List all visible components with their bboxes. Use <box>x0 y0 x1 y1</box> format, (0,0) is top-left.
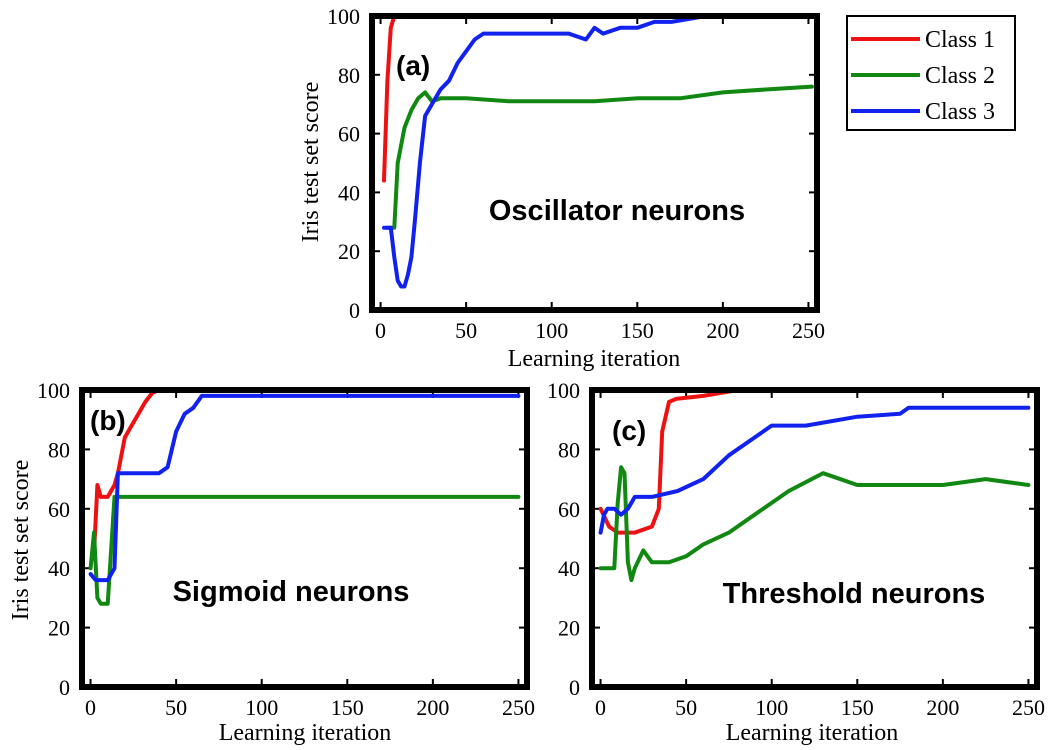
panel-b-y-tick-label: 80 <box>48 437 70 462</box>
panel-c-y-tick-label: 40 <box>558 556 580 581</box>
panel-a-x-tick-label: 250 <box>792 318 825 343</box>
panel-c-x-tick-label: 250 <box>1012 695 1045 720</box>
panel-c-x-tick-label: 150 <box>841 695 874 720</box>
panel-a-series-class-3 <box>382 14 814 289</box>
legend-label-class-1: Class 1 <box>925 27 995 53</box>
panel-c-series-class-2 <box>598 465 1031 583</box>
panel-a-series-class-2 <box>385 84 814 230</box>
panel-c-frame <box>589 387 1040 690</box>
panel-c-x-tick-label: 0 <box>595 695 606 720</box>
panel-a-x-axis-label: Learning iteration <box>508 346 681 372</box>
panel-c-x-axis-label: Learning iteration <box>726 720 899 746</box>
panel-c-x-tick-label: 100 <box>755 695 788 720</box>
panel-b-frame <box>79 387 530 690</box>
panel-a-y-tick-label: 80 <box>338 63 360 88</box>
panel-a-x-tick-label: 0 <box>375 318 386 343</box>
panel-c-threshold: Learning iteration (c) Threshold neurons… <box>547 378 1045 746</box>
panel-c-series-class-1 <box>598 388 1031 535</box>
panel-c-y-tick-label: 0 <box>569 675 580 700</box>
legend-label-class-2: Class 2 <box>925 63 995 89</box>
panel-b-x-tick-label: 50 <box>165 695 187 720</box>
panel-b-tag: (b) <box>90 405 126 436</box>
panel-a-x-tick-label: 200 <box>706 318 739 343</box>
panel-a-title: Oscillator neurons <box>489 195 745 227</box>
panel-b-y-axis-label: Iris test set score <box>8 460 34 621</box>
panel-c-y-tick-label: 100 <box>547 378 580 403</box>
panel-b-title: Sigmoid neurons <box>173 576 410 608</box>
panel-a-oscillator: Iris test set score Learning iteration (… <box>298 4 825 372</box>
panel-b-series-class-3 <box>88 393 521 583</box>
legend-label-class-3: Class 3 <box>925 99 995 125</box>
panel-b-x-tick-label: 250 <box>502 695 535 720</box>
panel-b-x-tick-label: 150 <box>331 695 364 720</box>
panel-b-x-tick-label: 100 <box>245 695 278 720</box>
panel-b-y-tick-label: 100 <box>37 378 70 403</box>
panel-a-x-tick-label: 100 <box>535 318 568 343</box>
panel-b-sigmoid: Iris test set score Learning iteration (… <box>8 378 535 746</box>
panel-a-y-tick-label: 60 <box>338 122 360 147</box>
panel-b-x-axis-label: Learning iteration <box>219 720 392 746</box>
panel-c-y-tick-label: 60 <box>558 497 580 522</box>
panel-a-y-tick-label: 40 <box>338 180 360 205</box>
panel-c-tag: (c) <box>612 415 646 446</box>
panel-c-y-tick-label: 80 <box>558 437 580 462</box>
panel-b-y-tick-label: 40 <box>48 556 70 581</box>
panel-b-x-tick-label: 200 <box>416 695 449 720</box>
panel-a-x-tick-label: 150 <box>621 318 654 343</box>
panel-c-x-tick-label: 200 <box>926 695 959 720</box>
panel-a-y-tick-label: 0 <box>349 298 360 323</box>
panel-a-y-tick-label: 100 <box>327 4 360 29</box>
panel-c-y-tick-label: 20 <box>558 616 580 641</box>
panel-b-x-tick-label: 0 <box>85 695 96 720</box>
panel-c-series-class-3 <box>598 405 1031 535</box>
panel-b-y-tick-label: 60 <box>48 497 70 522</box>
panel-c-x-tick-label: 50 <box>675 695 697 720</box>
panel-b-series-class-2 <box>88 494 521 606</box>
panel-a-y-tick-label: 20 <box>338 239 360 264</box>
panel-b-y-tick-label: 0 <box>59 675 70 700</box>
panel-a-y-axis-label: Iris test set score <box>298 82 324 243</box>
panel-b-series-class-1 <box>92 388 521 556</box>
panel-a-tag: (a) <box>396 50 430 81</box>
panel-b-y-tick-label: 20 <box>48 616 70 641</box>
panel-a-frame <box>369 13 820 313</box>
panel-c-title: Threshold neurons <box>723 578 986 610</box>
panel-a-x-tick-label: 50 <box>455 318 477 343</box>
legend: Class 1 Class 2 Class 3 <box>846 15 1016 131</box>
